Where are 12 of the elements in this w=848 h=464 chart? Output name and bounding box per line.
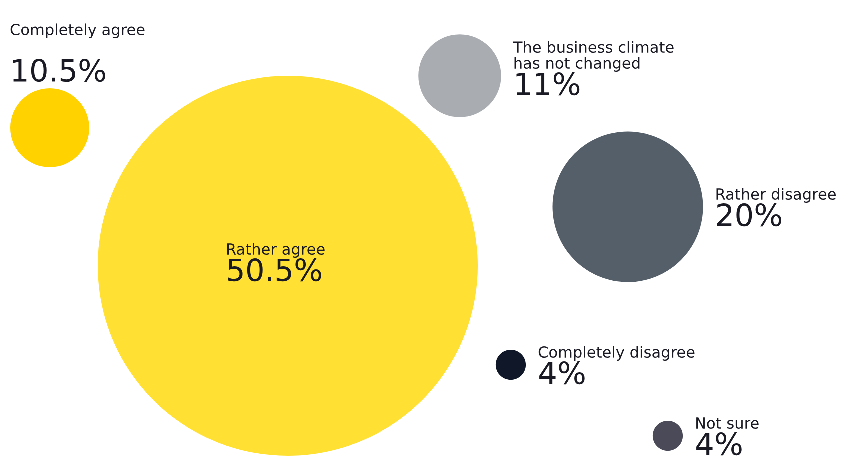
- category-label: Completely disagree: [538, 346, 695, 361]
- data-label: 11%: [516, 72, 580, 96]
- data-label: 10.5%: [13, 59, 106, 82]
- category-label: Not sure: [696, 418, 759, 430]
- data-label: 4%: [696, 432, 742, 456]
- category-label: Completely agree: [10, 24, 145, 38]
- data-label: 20%: [717, 204, 782, 227]
- data-label: 50.5%: [228, 258, 322, 282]
- category-label: Rather agree: [228, 243, 325, 258]
- category-label: The business climate has not changed: [513, 41, 674, 72]
- category-label: Rather disagree: [716, 188, 836, 203]
- data-label: 4%: [540, 362, 585, 385]
